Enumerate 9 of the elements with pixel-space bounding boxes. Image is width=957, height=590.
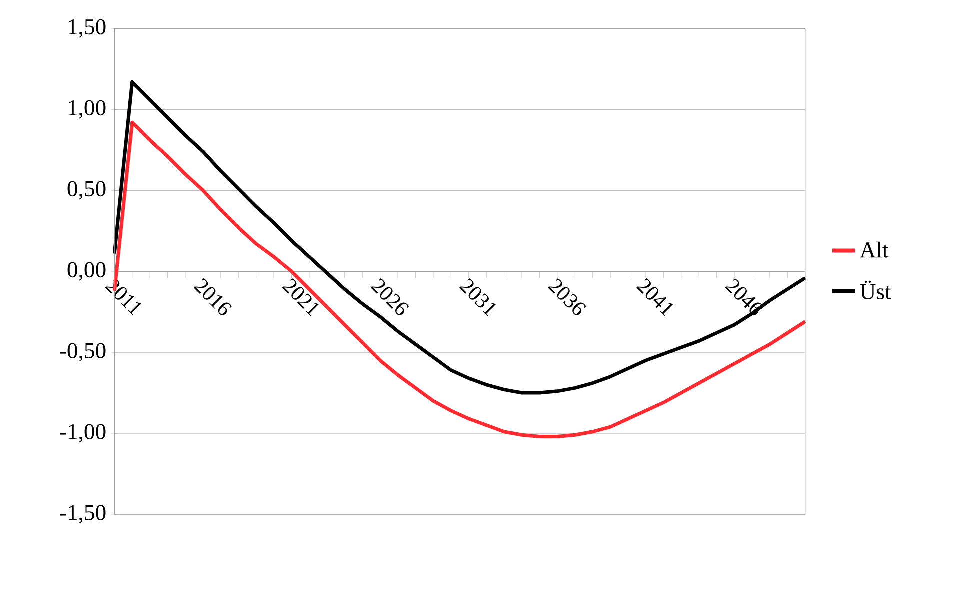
legend-label: Alt <box>860 242 889 258</box>
y-tick-label: -1,50 <box>60 504 106 524</box>
y-tick-label: 1,00 <box>68 100 106 119</box>
y-tick-label: 0,50 <box>68 181 106 200</box>
y-tick-label: -0,50 <box>60 343 106 362</box>
legend-label: Üst <box>860 280 892 300</box>
y-tick-label: 1,50 <box>68 19 106 38</box>
y-tick-label: -1,00 <box>60 424 106 443</box>
y-tick-label: 0,00 <box>68 262 106 281</box>
